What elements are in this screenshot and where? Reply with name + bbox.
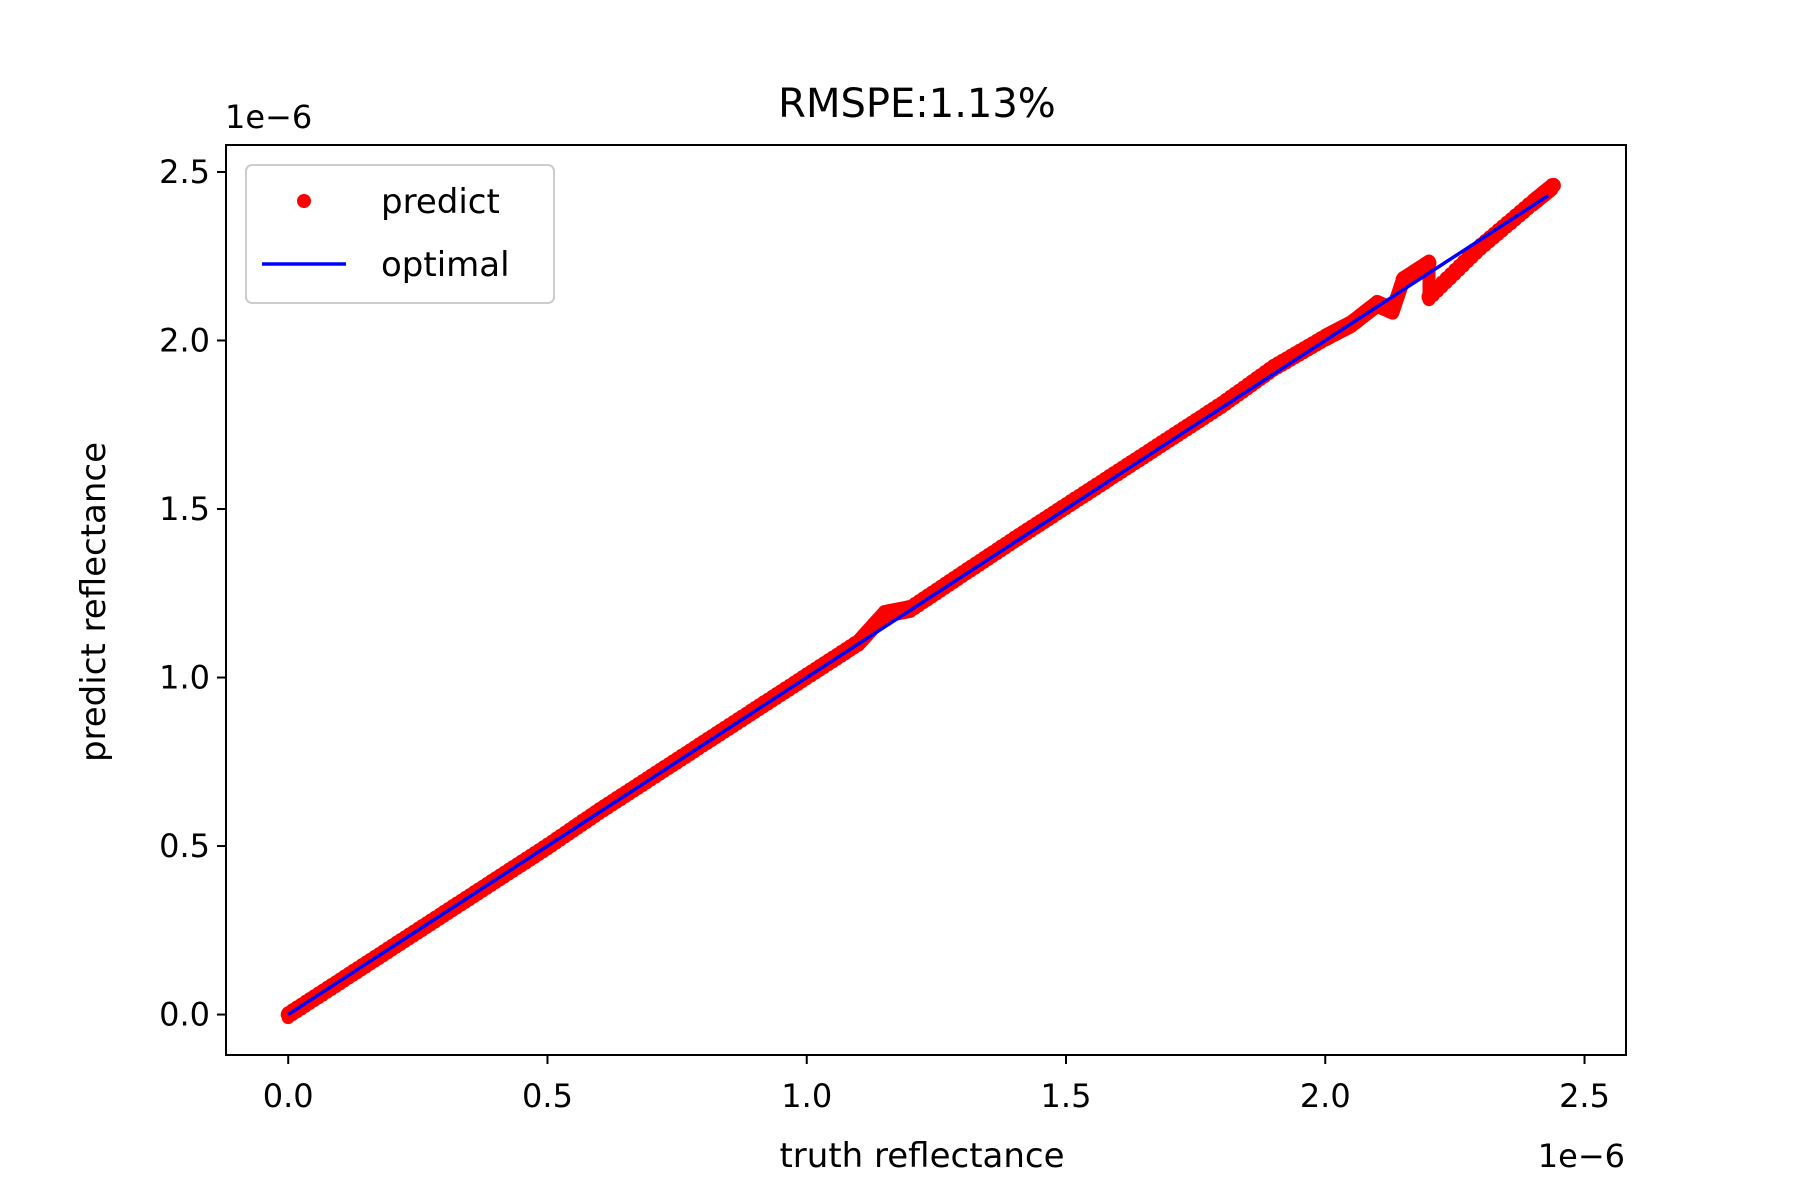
x-axis-ticks: 0.0 0.5 1.0 1.5 2.0 2.5 — [263, 1055, 1610, 1115]
y-tick-label: 2.5 — [159, 153, 210, 191]
y-tick-label: 1.5 — [159, 490, 210, 528]
predict-point — [1421, 289, 1437, 305]
predict-point — [1395, 272, 1411, 288]
legend-box — [245, 164, 555, 304]
predict-point — [1545, 177, 1561, 193]
chart-title: RMSPE:1.13% — [778, 81, 1056, 127]
x-tick-label: 0.0 — [263, 1077, 314, 1115]
plot-frame — [225, 144, 1627, 1056]
x-tick-label: 0.5 — [522, 1077, 573, 1115]
predict-point — [1058, 498, 1074, 514]
x-axis-title: truth reflectance — [779, 1136, 1064, 1176]
y-axis-title: predict reflectance — [74, 442, 114, 762]
predict-point — [1385, 302, 1401, 318]
x-offset-label: 1e−6 — [1538, 1137, 1625, 1175]
legend-optimal-label: optimal — [381, 245, 510, 285]
y-tick-label: 1.0 — [159, 659, 210, 697]
predict-point — [877, 606, 892, 621]
optimal-line — [287, 194, 1550, 1017]
predict-point — [1421, 255, 1437, 271]
x-tick-label: 2.5 — [1559, 1077, 1610, 1115]
legend-predict-label: predict — [381, 182, 500, 222]
x-tick-label: 1.0 — [781, 1077, 832, 1115]
y-tick-label: 0.0 — [159, 996, 210, 1034]
predict-point — [1006, 531, 1022, 547]
y-tick-label: 2.0 — [159, 321, 210, 359]
y-axis-ticks: 0.0 0.5 1.0 1.5 2.0 2.5 — [159, 153, 226, 1034]
x-tick-label: 2.0 — [1300, 1077, 1351, 1115]
y-offset-label: 1e−6 — [225, 98, 312, 136]
legend: predict optimal — [245, 164, 555, 304]
y-tick-label: 0.5 — [159, 827, 210, 865]
legend-predict-marker — [297, 194, 311, 208]
x-tick-label: 1.5 — [1041, 1077, 1092, 1115]
